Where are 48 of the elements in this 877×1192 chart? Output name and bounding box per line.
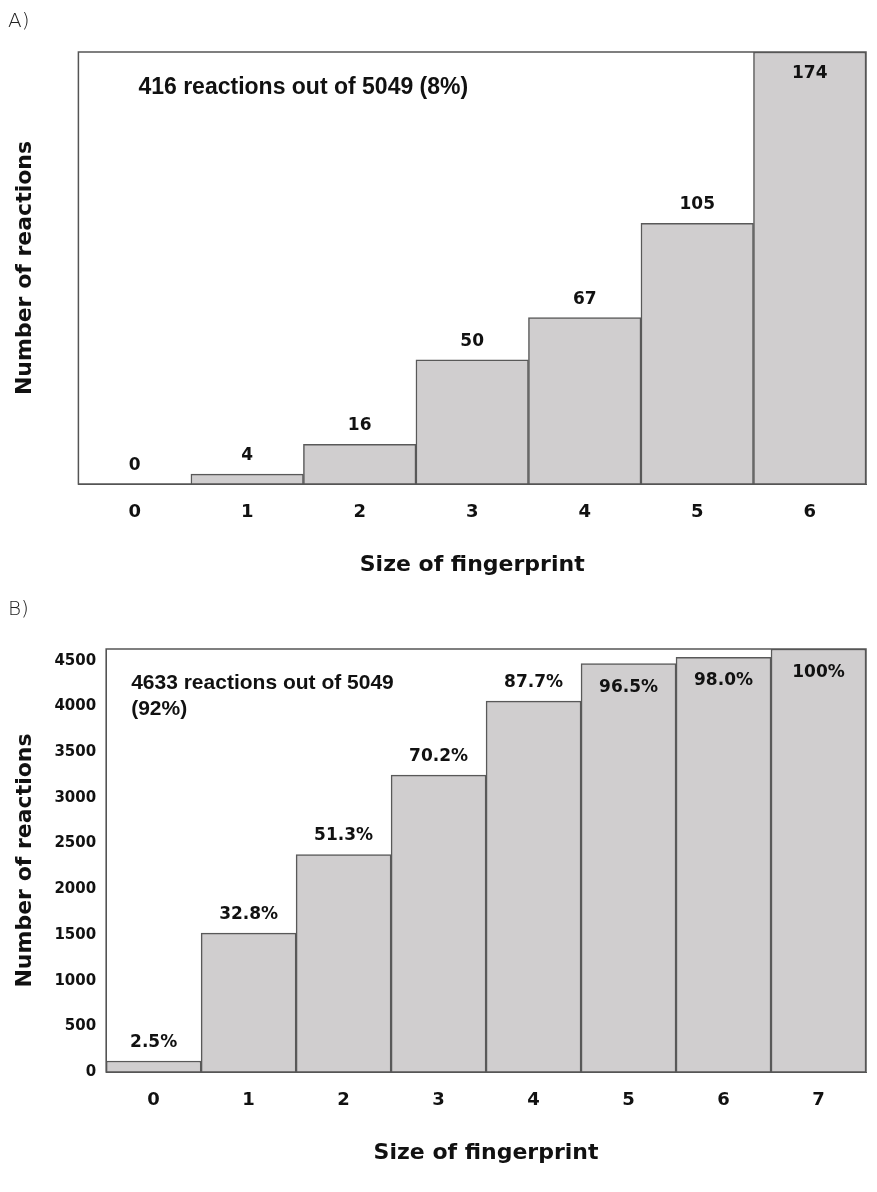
- y-tick-label: 1500: [54, 924, 97, 943]
- chart-title: B): [8, 596, 30, 620]
- data-label: 174: [791, 61, 828, 82]
- chart-title: A): [8, 8, 31, 32]
- y-axis-title: Number of reactions: [10, 733, 36, 988]
- x-axis-title: Size of fingerprint: [359, 550, 586, 576]
- x-axis-title: Size of fingerprint: [373, 1138, 600, 1164]
- data-label: 0: [128, 453, 141, 474]
- x-tick-label: 1: [242, 1088, 255, 1110]
- y-tick-label: 2500: [54, 833, 97, 852]
- x-tick-label: 2: [353, 500, 366, 522]
- y-tick-label: 0: [85, 1061, 97, 1080]
- y-tick-label: 3000: [54, 787, 97, 806]
- x-tick-label: 0: [128, 500, 141, 522]
- annotation: 87.7%: [504, 671, 564, 691]
- y-tick-label: 4000: [54, 696, 97, 715]
- y-tick-label: 2000: [54, 879, 97, 898]
- y-tick-label: 500: [64, 1016, 97, 1035]
- annotation: 51.3%: [314, 824, 374, 845]
- data-label: 50: [460, 329, 485, 350]
- data-label: 16: [347, 414, 372, 435]
- x-tick-label: 3: [465, 500, 479, 522]
- annotation: 96.5%: [599, 675, 659, 696]
- annotation: 98.0%: [694, 669, 754, 690]
- x-tick-label: 4: [527, 1088, 540, 1110]
- y-tick-label: 3500: [54, 742, 97, 761]
- y-axis-title: Number of reactions: [10, 140, 36, 396]
- annotation: 32.8%: [219, 903, 279, 924]
- x-tick-label: 0: [147, 1088, 160, 1110]
- data-label: 105: [679, 193, 715, 214]
- x-tick-label: 3: [432, 1088, 445, 1110]
- x-tick-label: 5: [690, 500, 704, 522]
- y-tick-label: 4500: [54, 650, 97, 669]
- x-tick-label: 5: [622, 1088, 635, 1110]
- data-label: 67: [572, 287, 597, 308]
- y-tick-label: 1000: [54, 970, 97, 989]
- x-tick-label: 4: [578, 500, 591, 522]
- x-tick-label: 6: [717, 1088, 730, 1110]
- annotation: 100%: [792, 660, 845, 681]
- data-label: 4: [241, 443, 254, 464]
- annotation: 70.2%: [409, 745, 469, 765]
- annotation: 2.5%: [130, 1030, 178, 1051]
- x-tick-label: 7: [812, 1088, 825, 1110]
- x-tick-label: 1: [240, 500, 254, 522]
- annotation: 416 reactions out of 5049 (8%): [138, 72, 469, 99]
- annotation: 4633 reactions out of 5049 (92%): [131, 670, 394, 720]
- x-tick-label: 6: [803, 500, 817, 522]
- x-tick-label: 2: [337, 1088, 350, 1110]
